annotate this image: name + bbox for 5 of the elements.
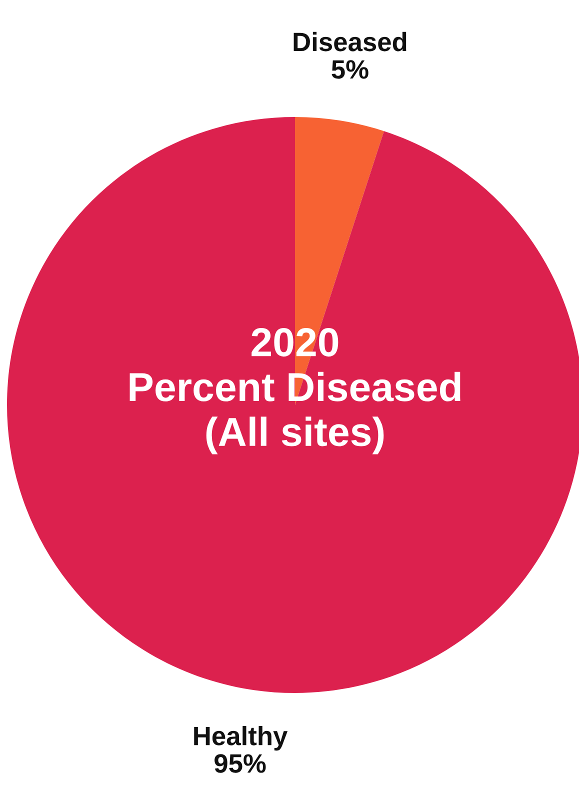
slice-label: Diseased (294, 32, 406, 52)
data-label: 5% (332, 60, 368, 79)
data-label: 95% (214, 754, 266, 773)
slice-label: Healthy (194, 726, 288, 751)
text: 2020 Percent Diseased (All sites) (130, 328, 460, 454)
